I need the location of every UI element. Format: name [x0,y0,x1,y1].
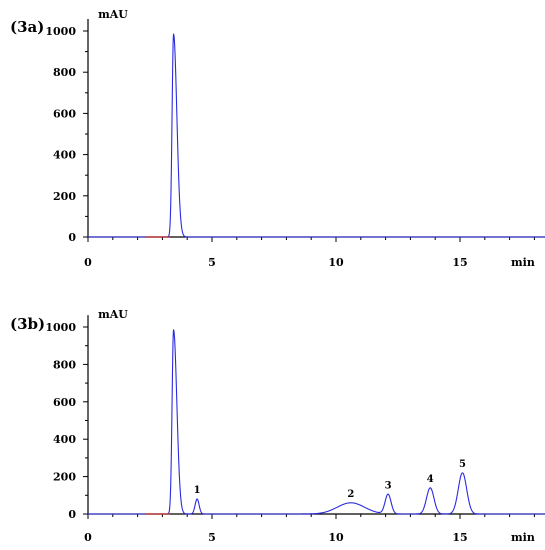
y-tick-label: 1000 [45,25,76,38]
panel-label: (3a) [10,18,44,36]
peak-label: 3 [385,480,392,491]
x-tick-label: 15 [452,531,467,544]
y-axis-label: mAU [98,8,128,21]
y-tick-label: 600 [53,396,76,409]
y-axis-label: mAU [98,308,128,321]
x-tick-label: 5 [208,256,216,269]
peak-label: 4 [427,474,434,485]
x-axis-label: min [511,531,535,544]
y-tick-label: 0 [68,508,76,521]
y-tick-label: 400 [53,433,76,446]
chromatogram-panel-3b: (3b)mAU02004006008001000051015202530min1… [10,308,545,544]
y-tick-label: 0 [68,231,76,244]
x-tick-label: 5 [208,531,216,544]
chromatogram-trace [87,329,545,515]
x-tick-label: 15 [452,256,467,269]
x-axis-label: min [511,256,535,269]
x-tick-label: 0 [84,256,92,269]
y-tick-label: 600 [53,107,76,120]
x-tick-label: 10 [328,256,344,269]
y-tick-label: 800 [53,66,76,79]
chromatogram-trace [87,33,545,238]
panel-label: (3b) [10,315,45,333]
x-tick-label: 10 [328,531,344,544]
y-tick-label: 1000 [45,321,76,334]
peak-label: 2 [347,489,354,500]
y-tick-label: 200 [53,471,76,484]
y-tick-label: 800 [53,358,76,371]
y-tick-label: 400 [53,149,76,162]
peak-label: 1 [194,485,201,496]
chromatogram-panel-3a: (3a)mAU02004006008001000051015202530min [10,8,545,269]
peak-label: 5 [459,459,466,470]
x-tick-label: 0 [84,531,92,544]
y-tick-label: 200 [53,190,76,203]
